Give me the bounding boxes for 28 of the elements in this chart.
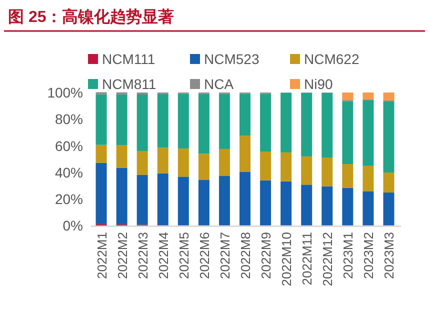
chart-title: 图 25：高镍化趋势显著 — [8, 7, 174, 26]
x-tick-label: 2022M2 — [114, 232, 130, 279]
y-tick-label: 60% — [54, 138, 83, 154]
x-tick-label: 2022M7 — [217, 232, 232, 279]
x-tick-label: 2022M5 — [176, 232, 192, 279]
legend-label: NCM622 — [304, 51, 360, 67]
legend-label: NCA — [204, 76, 234, 92]
x-tick-label: 2022M6 — [196, 232, 212, 279]
x-tick-label: 2022M9 — [258, 232, 274, 279]
x-tick-label: 2023M2 — [361, 232, 376, 279]
x-tick-label: 2022M8 — [238, 232, 253, 279]
y-tick-label: 20% — [54, 191, 83, 208]
legend-label: NCM111 — [102, 51, 156, 67]
x-tick-label: 2022M12 — [320, 232, 336, 286]
x-tick-label: 2022M10 — [279, 232, 294, 286]
y-tick-label: 80% — [54, 111, 83, 128]
x-tick-label: 2022M1 — [94, 232, 110, 279]
x-tick-label: 2022M4 — [156, 232, 171, 279]
x-tick-label: 2022M3 — [135, 232, 150, 279]
legend-label: NCM811 — [102, 76, 156, 92]
y-tick-label: 100% — [47, 84, 83, 100]
x-tick-label: 2023M3 — [382, 232, 397, 279]
legend-label: NCM523 — [204, 51, 260, 67]
y-tick-label: 40% — [54, 164, 83, 180]
y-tick-label: 0% — [62, 218, 83, 234]
legend-label: Ni90 — [304, 76, 334, 92]
x-tick-label: 2022M11 — [300, 232, 315, 286]
x-tick-label: 2023M1 — [340, 232, 356, 279]
